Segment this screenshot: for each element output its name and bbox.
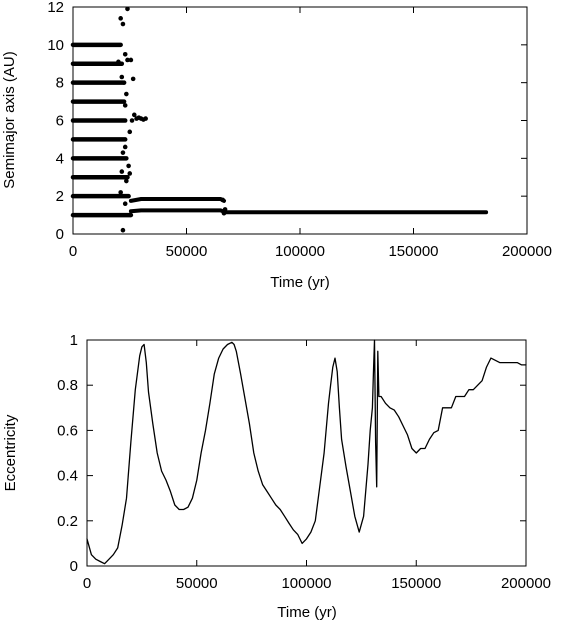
data-point — [121, 174, 127, 180]
x-axis-ticks-top: 0 50000 100000 150000 200000 — [69, 7, 552, 260]
series-line-0 — [86, 339, 527, 565]
data-point — [221, 210, 227, 216]
y-tick-label: 4 — [56, 150, 64, 167]
data-series-top — [70, 6, 489, 233]
x-tick-label: 50000 — [176, 575, 218, 592]
x-tick-label: 150000 — [391, 575, 441, 592]
data-point — [130, 76, 136, 82]
data-point — [222, 207, 228, 212]
x-axis-ticks-bottom: 0 50000 100000 150000 200000 — [83, 340, 551, 592]
data-point — [120, 227, 126, 233]
data-point — [120, 21, 126, 27]
data-point — [116, 59, 121, 65]
y-tick-label: 0 — [56, 226, 64, 243]
series-line-10 — [128, 197, 226, 203]
data-point — [127, 129, 133, 135]
y-tick-label: 0.6 — [57, 422, 78, 439]
y-tick-label: 1 — [70, 332, 78, 349]
x-tick-label: 0 — [83, 575, 91, 592]
data-point — [125, 57, 130, 63]
data-point — [118, 190, 123, 195]
data-point — [119, 74, 125, 80]
x-tick-label: 150000 — [388, 243, 438, 260]
y-tick-label: 8 — [56, 75, 64, 92]
data-point — [129, 118, 135, 123]
data-point — [143, 116, 148, 121]
data-point — [124, 178, 129, 184]
x-tick-label: 100000 — [281, 575, 331, 592]
data-point — [124, 91, 129, 97]
y-tick-label: 2 — [56, 188, 64, 205]
data-point — [127, 171, 133, 176]
y-axis-label-bottom: Eccentricity — [2, 414, 19, 491]
data-point — [122, 144, 128, 150]
y-tick-label: 0.8 — [57, 377, 78, 394]
x-axis-label-top: Time (yr) — [270, 274, 329, 291]
data-point — [120, 150, 126, 155]
x-tick-label: 200000 — [502, 243, 552, 260]
data-series-bottom — [86, 339, 527, 565]
data-point — [122, 103, 128, 108]
y-tick-label: 0.4 — [57, 468, 78, 485]
y-tick-label: 6 — [56, 113, 64, 130]
panel-semimajor-axis: 0 50000 100000 150000 200000 0 2 4 6 8 10 12 Time … — [1, 0, 552, 291]
data-point — [122, 201, 128, 207]
data-point — [131, 112, 137, 118]
series-line-11 — [128, 208, 489, 215]
data-point — [126, 163, 131, 169]
data-point — [128, 57, 134, 63]
plot-frame-bottom — [86, 339, 527, 567]
data-point — [220, 197, 226, 203]
data-point — [121, 80, 127, 85]
y-tick-label: 0 — [70, 558, 78, 575]
x-tick-label: 0 — [69, 243, 77, 260]
data-point — [122, 51, 128, 57]
data-point — [118, 16, 123, 21]
y-axis-ticks-bottom: 0 0.2 0.4 0.6 0.8 1 — [57, 332, 526, 575]
x-tick-label: 50000 — [166, 243, 208, 260]
y-axis-label-top: Semimajor axis (AU) — [1, 51, 18, 189]
panel-eccentricity: 0 50000 100000 150000 200000 00.20.40.60.81 … — [2, 332, 551, 621]
x-axis-label-bottom: Time (yr) — [277, 604, 336, 621]
data-point — [119, 169, 125, 174]
y-tick-label: 12 — [47, 0, 64, 16]
x-tick-label: 200000 — [501, 575, 551, 592]
y-tick-label: 0.2 — [57, 513, 78, 530]
x-tick-label: 100000 — [275, 243, 325, 260]
data-point — [125, 6, 130, 12]
y-tick-label: 10 — [47, 37, 64, 54]
y-axis-ticks-top: 0 2 4 6 8 10 12 — [47, 0, 527, 243]
